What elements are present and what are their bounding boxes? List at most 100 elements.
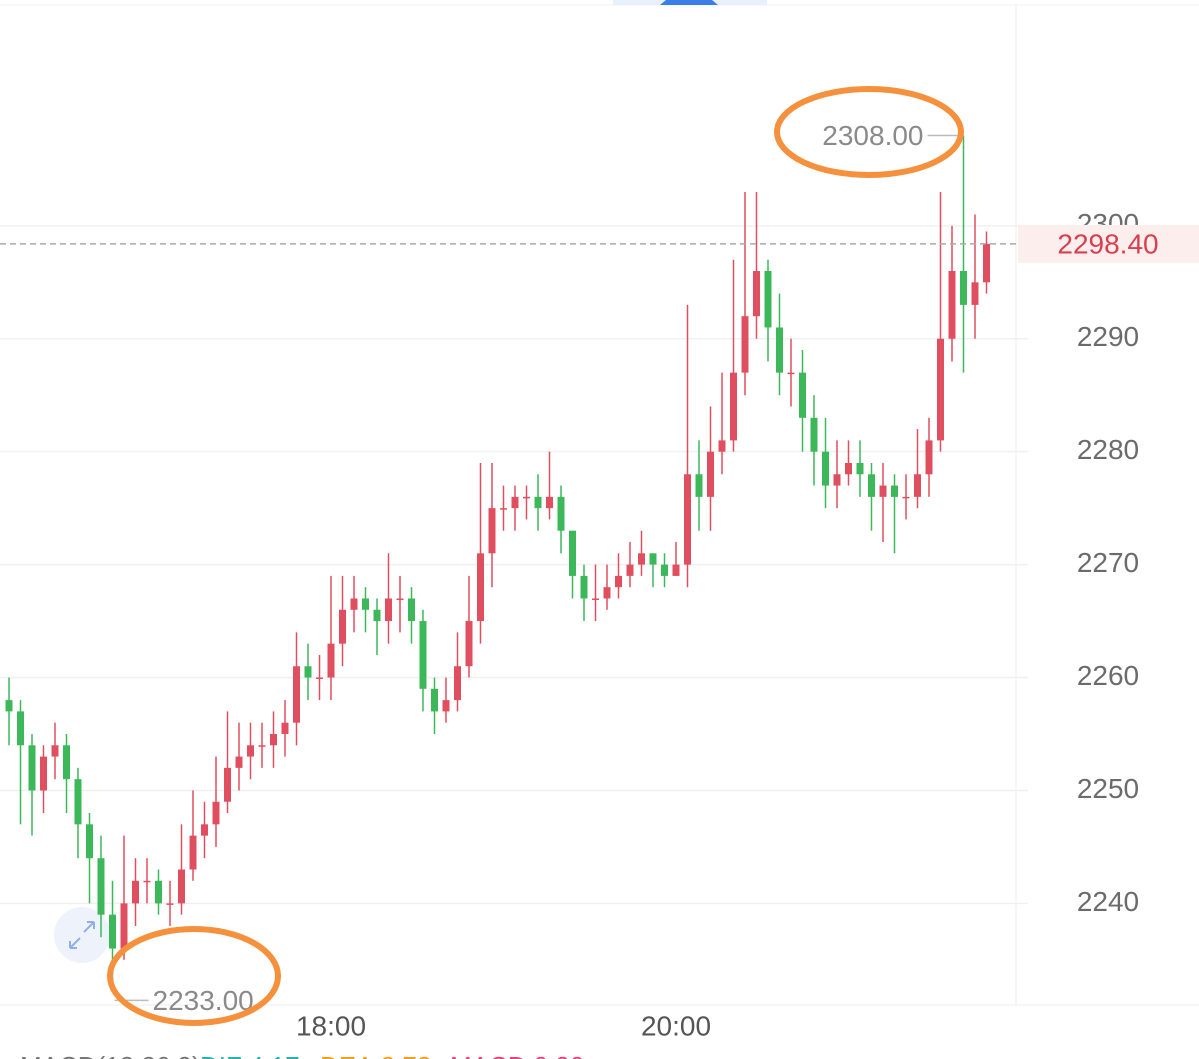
- candle-body: [603, 587, 611, 599]
- candle-body: [235, 756, 243, 768]
- candle-body: [592, 598, 599, 600]
- candle-body: [925, 440, 933, 475]
- candle-body: [960, 271, 967, 305]
- candle-body: [465, 621, 473, 667]
- y-tick-label: 2280: [1077, 434, 1139, 465]
- candle-body: [684, 474, 691, 565]
- candle-body: [557, 496, 565, 531]
- expand-button[interactable]: [54, 907, 110, 963]
- candle-body: [166, 903, 174, 905]
- candle-body: [879, 485, 887, 497]
- candle-body: [270, 733, 277, 746]
- candle-body: [281, 722, 289, 734]
- candle-body: [293, 666, 300, 723]
- candle-body: [431, 688, 438, 712]
- indicator-label: MACD:0.90: [450, 1051, 584, 1059]
- candle-body: [534, 496, 542, 509]
- max-marker-label: 2308.00: [822, 120, 923, 151]
- y-tick-label: 2250: [1077, 773, 1139, 804]
- candle-body: [350, 598, 358, 610]
- candle-body: [385, 598, 392, 622]
- candle-body: [914, 474, 921, 497]
- indicator-label: MACD(12,26,9): [20, 1051, 201, 1059]
- indicator-label: DEA:3.72: [320, 1051, 431, 1059]
- candle-body: [477, 553, 484, 622]
- candle-body: [730, 372, 737, 441]
- candle-body: [178, 869, 185, 904]
- candle-body: [63, 745, 70, 780]
- candle-body: [155, 880, 162, 904]
- candle-body: [51, 745, 59, 757]
- candle-body: [40, 756, 47, 791]
- tab-arrow: [660, 0, 718, 5]
- candle-body: [373, 609, 381, 622]
- candle-body: [856, 462, 864, 475]
- candle-body: [810, 417, 818, 452]
- candle-body: [224, 767, 231, 802]
- candle-body: [327, 643, 335, 678]
- candle-body: [5, 700, 13, 712]
- candle-body: [258, 745, 266, 747]
- highlight-max: [774, 86, 964, 178]
- candle-body: [396, 598, 404, 600]
- candle-body: [189, 835, 197, 870]
- candle-body: [799, 372, 806, 418]
- candle-body: [488, 508, 496, 554]
- candle-body: [120, 903, 128, 949]
- candle-body: [672, 564, 680, 576]
- candle-body: [937, 338, 944, 441]
- candle-body: [580, 575, 588, 599]
- candle-body: [362, 598, 369, 610]
- candle-body: [86, 824, 93, 859]
- candle-body: [787, 372, 795, 375]
- candle-body: [523, 496, 530, 499]
- candle-body: [868, 474, 875, 497]
- candle-body: [28, 745, 36, 791]
- candle-body: [764, 271, 772, 328]
- candle-body: [948, 271, 956, 339]
- candle-body: [822, 451, 829, 486]
- candle-body: [132, 880, 139, 904]
- x-tick-label: 18:00: [296, 1010, 366, 1041]
- min-marker-label: 2233.00: [153, 985, 254, 1016]
- candle-body: [695, 474, 703, 497]
- candle-body: [983, 243, 990, 283]
- candle-body: [891, 485, 898, 497]
- candle-body: [707, 451, 714, 497]
- candle-body: [845, 462, 852, 475]
- candle-body: [212, 801, 220, 825]
- candle-body: [615, 575, 622, 588]
- candle-body: [649, 553, 657, 565]
- candle-body: [626, 564, 634, 576]
- candle-body: [511, 496, 519, 509]
- candle-body: [500, 508, 507, 510]
- candle-body: [408, 598, 415, 622]
- candle-body: [442, 700, 450, 712]
- last-price-label: 2298.40: [1057, 228, 1158, 259]
- candle-body: [569, 530, 576, 576]
- candle-body: [718, 440, 726, 452]
- candle-body: [74, 779, 82, 825]
- candle-body: [201, 824, 208, 836]
- indicator-label: DIF:4.17: [200, 1051, 300, 1059]
- candle-body: [638, 553, 645, 565]
- candle-body: [17, 711, 24, 746]
- y-tick-label: 2290: [1077, 321, 1139, 352]
- candle-body: [902, 496, 910, 499]
- last-price-box: [1018, 224, 1199, 263]
- candle-body: [833, 474, 841, 486]
- candle-body: [247, 745, 254, 757]
- candle-body: [419, 621, 427, 689]
- candle-body: [143, 880, 151, 883]
- candle-body: [546, 496, 553, 509]
- candle-body: [304, 666, 312, 678]
- y-tick-label: 2240: [1077, 886, 1139, 917]
- candle-body: [454, 666, 461, 701]
- candle-body: [741, 316, 749, 373]
- y-tick-label: 2260: [1077, 660, 1139, 691]
- highlight-min: [107, 926, 281, 1026]
- candle-body: [776, 327, 783, 373]
